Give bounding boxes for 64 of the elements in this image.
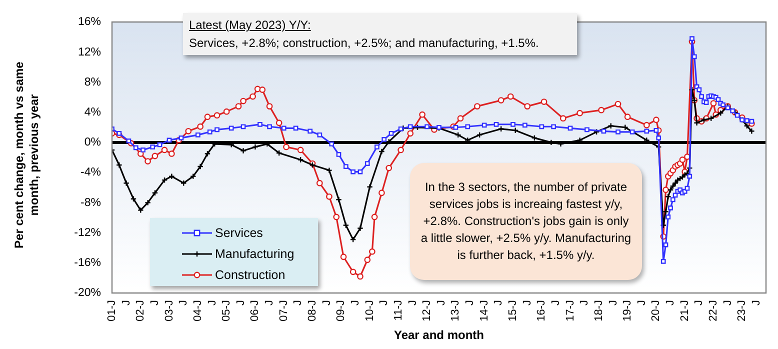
y-tick-label: -8% xyxy=(80,196,101,209)
x-tick-label: J xyxy=(349,300,362,306)
x-tick-label: J xyxy=(693,300,706,306)
x-tick-label: J xyxy=(636,300,648,306)
y-tick-label: 12% xyxy=(78,46,101,58)
x-tick-label: J xyxy=(234,300,247,306)
x-tick-label: 02-J xyxy=(134,300,147,322)
note-box: In the 3 sectors, the number of private services jobs is increaing fastest y/y, +2.8%. Construction's jobs gain is only a little slower, +2.5% y/y. Manufacturing is further back, +1.5% y/y. xyxy=(410,163,642,280)
x-tick-label: 07-J xyxy=(278,300,290,322)
x-tick-label: J xyxy=(607,300,620,306)
y-axis-title: Per cent change, month vs same month, previous year xyxy=(12,60,42,250)
x-tick-label: 08-J xyxy=(306,300,319,322)
x-tick-label: 18-J xyxy=(592,300,605,322)
y-tick-label: 8% xyxy=(84,76,101,88)
x-tick-label: J xyxy=(178,300,190,306)
x-tick-label: 14-J xyxy=(478,300,490,322)
x-tick-label: 23-J xyxy=(736,300,748,322)
y-tick-label: 4% xyxy=(84,106,101,119)
x-tick-label: 15-J xyxy=(507,300,520,322)
y-tick-label: -12% xyxy=(74,226,101,239)
x-tick-label: J xyxy=(292,300,304,306)
x-tick-label: 04-J xyxy=(192,300,204,322)
x-tick-label: 06-J xyxy=(249,300,262,322)
x-axis-title: Year and month xyxy=(392,328,486,342)
x-tick-label: 10-J xyxy=(364,300,376,322)
y-tick-label: -4% xyxy=(80,166,101,179)
x-tick-label: J xyxy=(464,300,476,306)
x-tick-label: 20-J xyxy=(650,300,662,322)
x-tick-label: 03-J xyxy=(163,300,176,322)
x-tick-label: J xyxy=(264,300,276,306)
x-tick-label: 05-J xyxy=(220,300,233,322)
x-tick-label: 17-J xyxy=(564,300,576,322)
x-tick-label: J xyxy=(435,300,448,306)
x-tick-label: J xyxy=(492,300,505,306)
x-tick-label: J xyxy=(320,300,333,306)
x-tick-label: J xyxy=(406,300,419,306)
legend-label: Services xyxy=(215,226,263,240)
y-tick-label: -16% xyxy=(74,257,101,270)
x-tick-label: 12-J xyxy=(421,300,434,322)
x-tick-label: 09-J xyxy=(335,300,348,322)
y-tick-label: -20% xyxy=(74,287,101,300)
text-box: Latest (May 2023) Y/Y: Services, +2.8%; construction, +2.5%; and manufacturing, +1.5%. xyxy=(183,13,577,55)
x-tick-label: J xyxy=(722,300,734,306)
x-tick-label: J xyxy=(120,300,132,306)
x-tick-label: J xyxy=(550,300,562,306)
x-tick-label: 19-J xyxy=(622,300,634,322)
x-tick-label: J xyxy=(148,300,161,306)
x-tick-label: J xyxy=(750,300,762,306)
chart-title: Latest (May 2023) Y/Y: xyxy=(189,17,312,34)
x-tick-label: 21-J xyxy=(678,300,691,322)
legend-label: Construction xyxy=(215,268,286,282)
y-tick-label: 0% xyxy=(84,136,101,149)
x-tick-label: 22-J xyxy=(708,300,720,322)
x-tick-label: 13-J xyxy=(450,300,462,322)
x-tick-label: 01-J xyxy=(106,300,118,322)
x-tick-label: J xyxy=(664,300,677,306)
y-tick-label: 16% xyxy=(78,16,101,28)
x-tick-label: J xyxy=(206,300,218,306)
x-tick-label: 11-J xyxy=(392,300,404,321)
legend-label: Manufacturing xyxy=(215,246,294,260)
x-tick-label: J xyxy=(378,300,390,306)
x-tick-label: J xyxy=(521,300,534,306)
x-tick-label: 16-J xyxy=(536,300,548,322)
x-tick-label: J xyxy=(578,300,591,306)
